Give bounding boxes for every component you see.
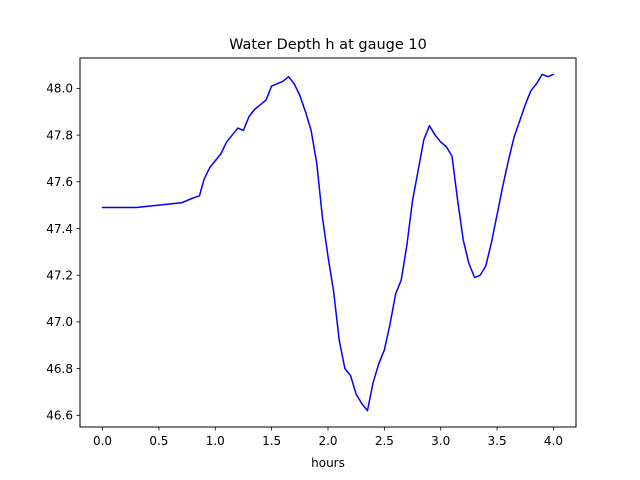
y-tick-label: 47.2 [46, 268, 73, 282]
y-tick-label: 47.0 [46, 315, 73, 329]
x-tick-label: 1.0 [206, 434, 225, 448]
y-tick-label: 47.6 [46, 175, 73, 189]
x-tick-label: 0.0 [93, 434, 112, 448]
x-tick-label: 4.0 [544, 434, 563, 448]
series-line-0 [101, 73, 555, 412]
y-tick-label: 47.8 [46, 128, 73, 142]
y-tick-label: 46.6 [46, 409, 73, 423]
chart-title: Water Depth h at gauge 10 [229, 37, 427, 53]
x-tick-label: 0.5 [149, 434, 168, 448]
plot-area: 0.0 0.5 1.0 1.5 2.0 2.5 3.0 3.5 4.0 46.6 46.8 47.0 4… [46, 57, 577, 448]
y-tick-label: 47.4 [46, 222, 73, 236]
y-tick-label: 46.8 [46, 362, 73, 376]
x-axis-label: hours [311, 456, 345, 470]
x-tick-label: 2.0 [318, 434, 337, 448]
x-tick-label: 3.0 [431, 434, 450, 448]
x-tick-label: 3.5 [488, 434, 507, 448]
x-tick-label: 2.5 [375, 434, 394, 448]
y-tick-label: 48.0 [46, 82, 73, 96]
x-tick-label: 1.5 [262, 434, 281, 448]
